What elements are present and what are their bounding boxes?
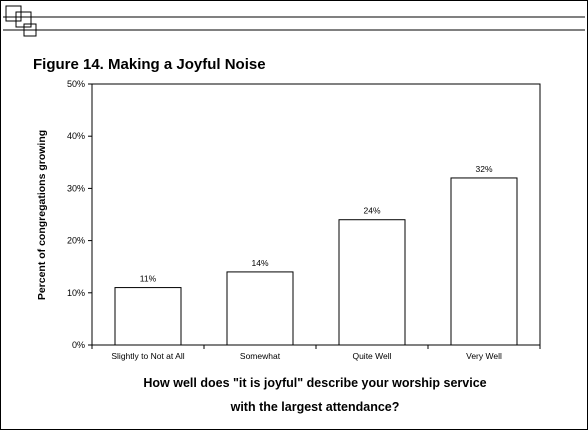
x-tick-label: Very Well <box>466 351 502 361</box>
bar <box>450 177 518 346</box>
x-tick-label: Slightly to Not at All <box>111 351 184 361</box>
y-tick-label: 40% <box>67 131 85 141</box>
x-tick-label: Somewhat <box>240 351 281 361</box>
x-axis-label-line1: How well does "it is joyful" describe yo… <box>143 376 487 390</box>
y-tick-label: 0% <box>72 340 85 350</box>
bar <box>226 271 294 346</box>
data-label: 32% <box>475 164 492 174</box>
data-label: 11% <box>140 274 157 284</box>
bar <box>338 219 406 346</box>
data-label: 14% <box>251 258 268 268</box>
chart-title: Figure 14. Making a Joyful Noise <box>33 56 266 73</box>
y-axis-label: Percent of congregations growing <box>36 129 48 301</box>
slide-decoration <box>3 5 585 37</box>
y-tick-label: 50% <box>67 79 85 89</box>
y-tick-label: 10% <box>67 288 85 298</box>
y-tick-label: 20% <box>67 236 85 246</box>
bar <box>114 287 182 346</box>
data-label: 24% <box>363 206 380 216</box>
x-tick-label: Quite Well <box>352 351 391 361</box>
x-axis-label-line2: with the largest attendance? <box>230 400 400 414</box>
y-tick-label: 30% <box>67 183 85 193</box>
